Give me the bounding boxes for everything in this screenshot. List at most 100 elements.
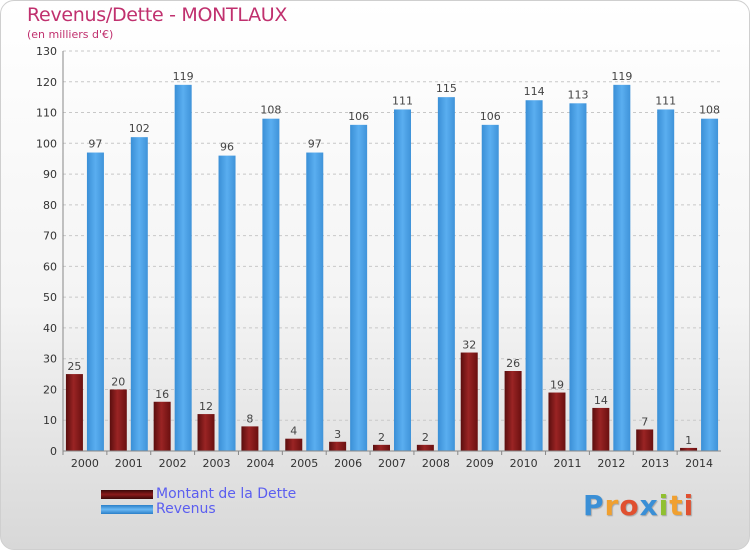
y-tick-label: 50 xyxy=(43,291,57,304)
bar-debt xyxy=(373,444,390,451)
logo-letter: o xyxy=(619,489,640,522)
data-label-debt: 32 xyxy=(462,339,476,352)
y-tick-label: 120 xyxy=(36,76,57,89)
logo-letter: P xyxy=(583,489,605,522)
bar-debt xyxy=(592,407,610,451)
y-tick-label: 90 xyxy=(43,168,57,181)
data-label-revenue: 97 xyxy=(308,138,322,151)
data-label-revenue: 106 xyxy=(480,110,501,123)
x-tick-label: 2002 xyxy=(159,457,187,470)
data-label-debt: 14 xyxy=(594,394,608,407)
bar-debt xyxy=(416,444,434,451)
y-tick-label: 20 xyxy=(43,383,57,396)
x-tick-label: 2005 xyxy=(290,457,318,470)
bar-revenue xyxy=(437,97,455,452)
x-tick-label: 2014 xyxy=(685,457,713,470)
bar-revenue xyxy=(701,118,719,451)
bar-debt xyxy=(548,392,566,451)
y-tick-label: 0 xyxy=(50,445,57,458)
x-tick-label: 2009 xyxy=(466,457,494,470)
bar-revenue xyxy=(218,155,236,451)
data-label-debt: 19 xyxy=(550,379,564,392)
bar-debt xyxy=(460,352,478,451)
data-label-debt: 4 xyxy=(290,425,297,438)
y-tick-label: 110 xyxy=(36,107,57,120)
bar-debt xyxy=(504,371,522,451)
data-label-revenue: 114 xyxy=(524,85,545,98)
data-label-debt: 12 xyxy=(199,400,213,413)
bar-revenue xyxy=(569,103,587,452)
x-tick-label: 2007 xyxy=(378,457,406,470)
bar-revenue xyxy=(130,137,148,451)
data-label-debt: 2 xyxy=(378,431,385,444)
bar-debt xyxy=(241,426,259,451)
legend-label-debt: Montant de la Dette xyxy=(156,486,297,502)
data-label-revenue: 119 xyxy=(173,70,194,83)
logo-letter: t xyxy=(669,489,684,522)
data-label-debt: 1 xyxy=(685,434,692,447)
y-tick-label: 100 xyxy=(36,137,57,150)
bar-debt xyxy=(109,389,127,451)
grid-lines xyxy=(63,50,721,452)
legend-swatch-debt xyxy=(101,490,153,499)
x-tick-label: 2006 xyxy=(334,457,362,470)
bar-revenue xyxy=(86,152,104,452)
data-label-revenue: 111 xyxy=(655,94,676,107)
bar-revenue xyxy=(481,124,499,451)
data-label-revenue: 115 xyxy=(436,82,457,95)
x-tick-label: 2000 xyxy=(71,457,99,470)
bar-debt xyxy=(197,414,215,451)
y-axis: 0 10 20 30 40 50 60 70 80 90 100 110 120 130 xyxy=(36,45,64,458)
data-label-revenue: 111 xyxy=(392,94,413,107)
data-labels: 2597201021611912968108497310621112115321… xyxy=(67,70,720,447)
proxiti-logo: Proxiti xyxy=(583,489,694,522)
y-tick-label: 40 xyxy=(43,322,57,335)
data-label-debt: 16 xyxy=(155,388,169,401)
bar-revenue xyxy=(613,84,631,451)
bar-debt xyxy=(636,429,654,451)
logo-letter: i xyxy=(658,489,670,522)
bar-debt xyxy=(65,374,83,451)
data-label-debt: 26 xyxy=(506,357,520,370)
data-label-debt: 2 xyxy=(422,431,429,444)
logo-letter: i xyxy=(683,489,695,522)
data-label-debt: 7 xyxy=(641,415,648,428)
data-label-debt: 3 xyxy=(334,428,341,441)
x-axis: 2000 2001 2002 2003 2004 2005 2006 2007 2008 2009… xyxy=(62,450,721,470)
data-label-revenue: 97 xyxy=(88,138,102,151)
data-label-debt: 25 xyxy=(67,360,81,373)
bar-debt xyxy=(680,447,698,451)
data-label-revenue: 119 xyxy=(611,70,632,83)
bar-debt xyxy=(285,438,303,451)
bar-revenue xyxy=(174,84,192,451)
x-tick-label: 2003 xyxy=(203,457,231,470)
bar-revenue xyxy=(262,118,280,451)
x-tick-label: 2012 xyxy=(597,457,625,470)
logo-letter: r xyxy=(604,489,620,522)
y-tick-label: 60 xyxy=(43,260,57,273)
data-label-revenue: 102 xyxy=(129,122,150,135)
data-label-debt: 8 xyxy=(246,412,253,425)
chart-title: Revenus/Dette - MONTLAUX xyxy=(27,4,288,26)
x-tick-label: 2010 xyxy=(510,457,538,470)
data-label-debt: 20 xyxy=(111,375,125,388)
chart-subtitle: (en milliers d'€) xyxy=(27,28,114,41)
data-label-revenue: 108 xyxy=(699,104,720,117)
logo-letter: x xyxy=(639,489,659,522)
x-tick-label: 2011 xyxy=(553,457,581,470)
bar-debt xyxy=(329,441,347,451)
bar-revenue xyxy=(306,152,324,452)
x-tick-label: 2013 xyxy=(641,457,669,470)
bar-revenue xyxy=(350,124,368,451)
bar-revenue xyxy=(394,109,411,451)
y-tick-label: 10 xyxy=(43,414,57,427)
y-tick-label: 80 xyxy=(43,199,57,212)
y-tick-label: 130 xyxy=(36,45,57,58)
legend-swatch-revenue xyxy=(101,505,153,514)
bar-revenue xyxy=(657,109,675,451)
y-tick-label: 70 xyxy=(43,230,57,243)
bars xyxy=(65,84,719,452)
bar-revenue xyxy=(525,100,543,451)
